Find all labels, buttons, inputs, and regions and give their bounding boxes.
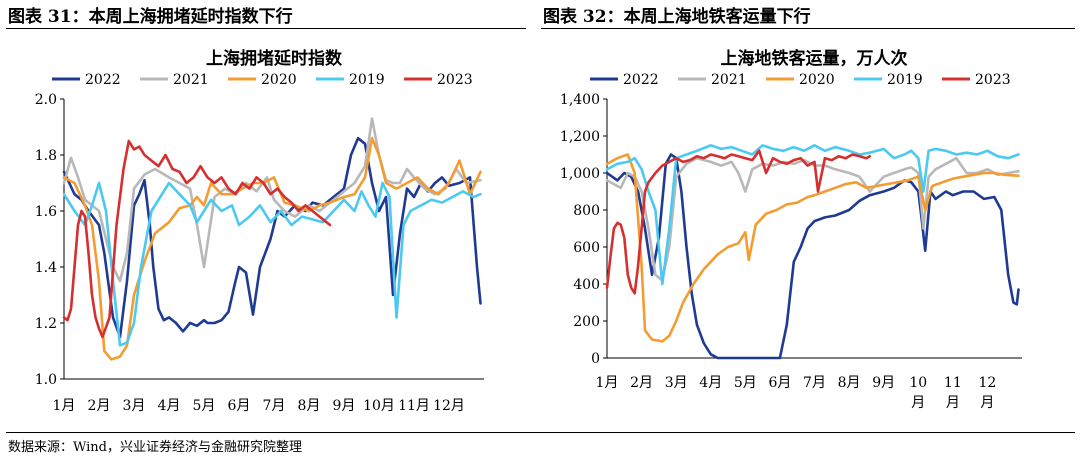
chart2-x-tick-label: 9月 (872, 375, 895, 391)
figure-32-top-rule (541, 28, 1075, 29)
chart2-series-line-2020 (605, 153, 1020, 343)
chart2-series-line-2023 (605, 149, 872, 295)
chart1-legend-label-2020: 2020 (261, 72, 297, 88)
chart1-x-tick-label: 8月 (298, 398, 321, 414)
chart2-series-line-2021 (605, 156, 1020, 282)
chart2-x-tick-label: 11 (944, 375, 962, 391)
chart1-series-line-2023 (62, 139, 332, 339)
chart2-x-tick-label: 1月 (596, 375, 619, 391)
chart2-y-tick-label: 800 (573, 203, 600, 219)
chart2-x-tick-label: 3月 (665, 375, 688, 391)
chart2-x-tick-label: 月 (946, 395, 960, 411)
figure-32-title: 图表 32：本周上海地铁客运量下行 (543, 7, 811, 27)
chart2-x-tick-label: 2月 (630, 375, 653, 391)
chart2-legend-label-2021: 2021 (711, 72, 747, 88)
source-rule (6, 432, 1075, 433)
chart1-x-tick-label: 1月 (53, 398, 76, 414)
chart1-y-tick-label: 1.2 (35, 316, 57, 332)
chart2-y-tick-label: 1,400 (560, 92, 600, 108)
chart2-legend-label-2020: 2020 (799, 72, 835, 88)
chart2-y-tick-label: 600 (573, 240, 600, 256)
figure-31-title: 图表 31：本周上海拥堵延时指数下行 (8, 7, 293, 27)
chart1-y-tick-label: 1.8 (35, 148, 57, 164)
chart1-legend-label-2021: 2021 (173, 72, 209, 88)
chart2-series-line-2022 (605, 153, 1020, 360)
chart2-x-tick-label: 5月 (734, 375, 757, 391)
chart2-legend-label-2019: 2019 (887, 72, 923, 88)
chart1-x-tick-label: 5月 (193, 398, 216, 414)
chart1-legend-label-2023: 2023 (437, 72, 473, 88)
chart1-y-tick-label: 1.6 (35, 204, 57, 220)
chart2-y-tick-label: 1,200 (560, 129, 600, 145)
chart2-y-tick-label: 400 (573, 277, 600, 293)
chart1-legend-label-2019: 2019 (349, 72, 385, 88)
chart1-series-line-2020 (62, 136, 482, 361)
chart1-x-tick-label: 10月 (363, 398, 395, 414)
chart1-x-tick-label: 2月 (88, 398, 111, 414)
chart1-x-tick-label: 4月 (158, 398, 181, 414)
chart2-x-tick-label: 7月 (803, 375, 826, 391)
chart2-series-line-2019 (605, 144, 1020, 286)
chart1-series-line-2019 (62, 181, 482, 347)
chart2-x-tick-label: 月 (980, 395, 994, 411)
chart1-y-tick-label: 1.4 (35, 260, 57, 276)
chart1-x-tick-label: 9月 (333, 398, 356, 414)
chart2-x-tick-label: 月 (911, 395, 925, 411)
chart1-y-tick-label: 2.0 (35, 92, 57, 108)
chart2-x-tick-label: 12 (979, 375, 997, 391)
chart1-series-line-2021 (62, 117, 482, 283)
chart1-x-tick-label: 6月 (228, 398, 251, 414)
chart1-legend-label-2022: 2022 (85, 72, 121, 88)
chart2-x-tick-label: 10 (909, 375, 927, 391)
chart1-title: 上海拥堵延时指数 (206, 48, 343, 69)
chart2-y-tick-label: 1,000 (560, 166, 600, 182)
chart2-legend-label-2023: 2023 (975, 72, 1011, 88)
chart1-x-tick-label: 12月 (433, 398, 465, 414)
chart1-y-tick-label: 1.0 (35, 372, 57, 388)
figure-31-top-rule (6, 28, 526, 29)
chart1-x-tick-label: 7月 (263, 398, 286, 414)
chart1-x-tick-label: 11月 (398, 398, 430, 414)
chart2-legend-label-2022: 2022 (623, 72, 659, 88)
chart2-x-tick-label: 4月 (699, 375, 722, 391)
chart2-x-tick-label: 8月 (838, 375, 861, 391)
chart2-y-tick-label: 200 (573, 314, 600, 330)
chart1-x-tick-label: 3月 (123, 398, 146, 414)
chart2-title: 上海地铁客运量，万人次 (721, 48, 908, 69)
source-note: 数据来源：Wind，兴业证券经济与金融研究院整理 (8, 440, 302, 455)
chart1-series-line-2022 (62, 136, 482, 339)
chart2-y-tick-label: 0 (591, 351, 600, 367)
chart2-x-tick-label: 6月 (768, 375, 791, 391)
